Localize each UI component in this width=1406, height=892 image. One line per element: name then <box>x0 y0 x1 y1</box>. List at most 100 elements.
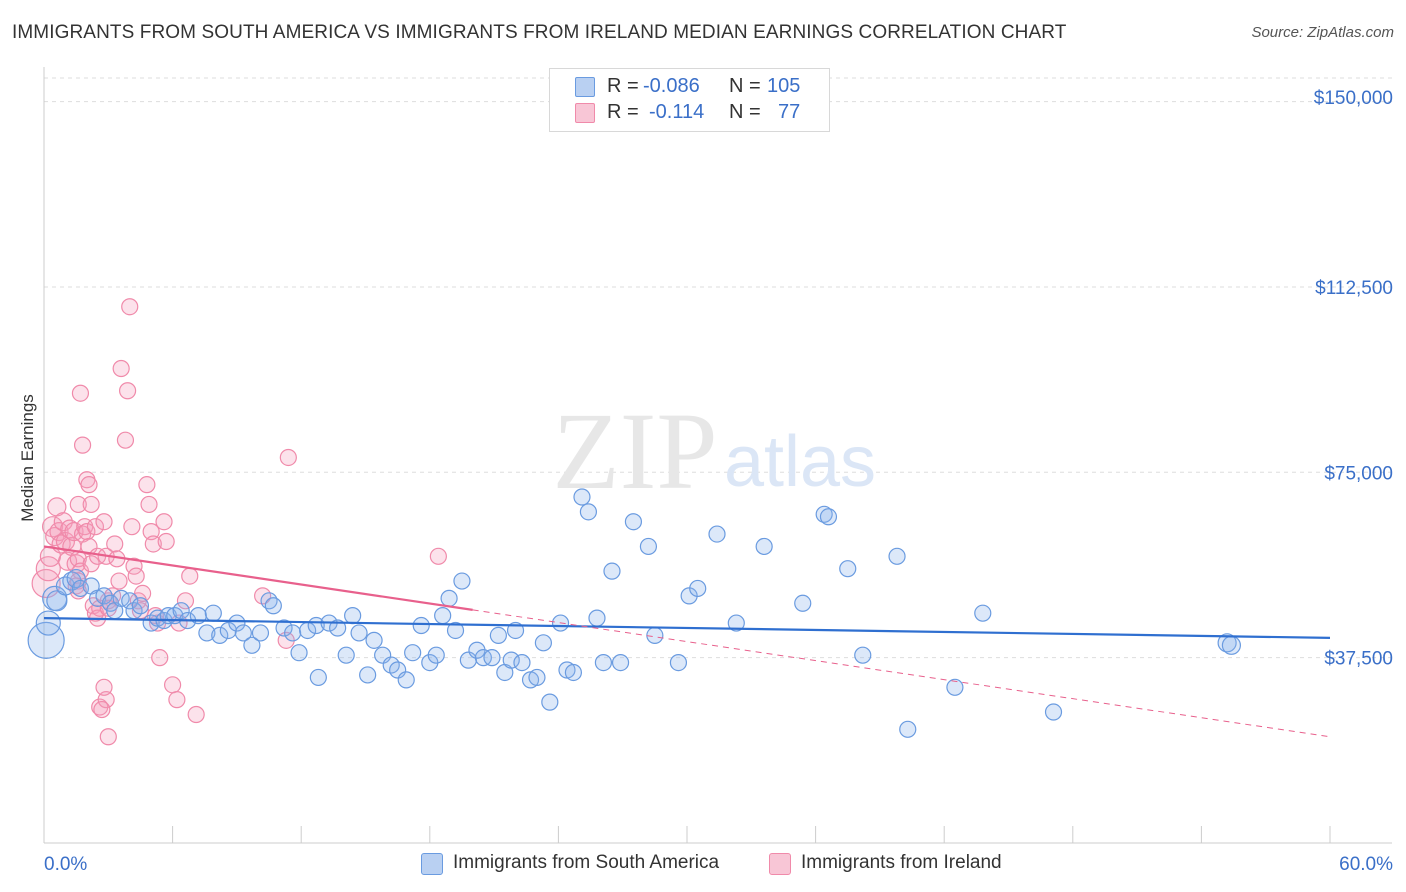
point-ireland <box>106 535 124 553</box>
y-tick-label: $37,500 <box>1324 649 1393 670</box>
point-south-america <box>350 624 368 642</box>
point-ireland <box>127 567 145 585</box>
point-south-america <box>35 610 61 636</box>
legend-n-label: N = <box>729 101 761 123</box>
source-label: Source: ZipAtlas.com <box>1251 24 1394 41</box>
trend-line-south-america <box>43 617 1331 639</box>
point-ireland <box>73 436 92 454</box>
point-south-america <box>446 621 465 640</box>
point-south-america <box>689 579 707 598</box>
point-ireland <box>181 567 199 585</box>
trend-lines <box>43 545 1331 738</box>
point-south-america <box>427 646 445 664</box>
legend-r-label: R = <box>607 75 639 97</box>
point-south-america <box>66 568 86 589</box>
point-ireland <box>69 495 87 514</box>
point-ireland <box>429 547 447 565</box>
point-south-america <box>839 560 857 578</box>
gridlines <box>44 77 1392 659</box>
point-ireland <box>279 448 297 467</box>
point-ireland <box>140 495 158 514</box>
legend-n-label: N = <box>729 75 761 97</box>
y-tick-label: $75,000 <box>1324 463 1393 484</box>
point-ireland <box>123 518 141 536</box>
legend-swatch-pink <box>575 103 595 123</box>
x-tick-label-min: 0.0% <box>44 854 87 875</box>
legend-n-value: 77 <box>778 101 801 123</box>
point-south-america <box>534 634 552 652</box>
legend-swatch-blue <box>575 77 595 97</box>
point-south-america <box>888 547 906 565</box>
point-south-america <box>669 653 688 672</box>
x-tick-labels: 0.0% 60.0% <box>44 854 1393 875</box>
y-tick-labels: $37,500 $75,000 $112,500 $150,000 <box>1314 88 1393 670</box>
point-south-america <box>564 663 583 682</box>
point-south-america <box>404 644 422 662</box>
series-south-america <box>27 488 1242 738</box>
point-ireland <box>116 431 135 449</box>
point-south-america <box>46 590 68 612</box>
legend-n-value: 105 <box>767 75 801 97</box>
point-south-america <box>251 624 270 642</box>
point-south-america <box>1221 635 1242 655</box>
legend-r-value: -0.114 <box>649 101 705 123</box>
y-tick-label: $112,500 <box>1315 278 1393 299</box>
point-ireland <box>121 298 139 316</box>
legend-r-value: -0.086 <box>643 75 700 97</box>
point-south-america <box>819 508 838 526</box>
point-south-america <box>974 604 992 622</box>
watermark-atlas: atlas <box>724 422 876 502</box>
legend-r-label: R = <box>607 101 639 123</box>
point-south-america <box>329 619 347 637</box>
trend-line-ireland <box>43 545 473 611</box>
trend-line-ireland-extension <box>472 609 1331 738</box>
point-south-america <box>440 589 458 607</box>
point-ireland <box>155 513 173 531</box>
point-south-america <box>611 653 630 672</box>
point-south-america <box>854 646 872 664</box>
point-south-america <box>27 621 65 659</box>
point-south-america <box>513 653 531 672</box>
point-south-america <box>502 651 520 669</box>
bottom-legend-label: Immigrants from South America <box>453 852 720 873</box>
point-south-america <box>541 693 559 711</box>
point-ireland <box>110 572 128 590</box>
y-tick-label-top: $150,000 <box>1314 88 1393 109</box>
point-south-america <box>365 631 383 649</box>
point-ireland <box>118 382 137 400</box>
point-south-america <box>131 597 150 615</box>
point-ireland <box>95 513 113 531</box>
point-south-america <box>198 624 216 642</box>
point-south-america <box>946 678 964 696</box>
point-south-america <box>359 666 377 684</box>
point-ireland <box>93 700 111 719</box>
series-ireland <box>31 298 447 746</box>
point-ireland <box>99 728 117 746</box>
point-ireland <box>144 535 162 553</box>
point-south-america <box>234 624 252 642</box>
point-ireland <box>168 691 186 709</box>
point-south-america <box>579 503 598 521</box>
point-south-america <box>528 668 546 687</box>
watermark: ZIP atlas <box>553 390 877 512</box>
point-south-america <box>483 649 501 667</box>
point-ireland <box>138 476 156 494</box>
point-south-america <box>228 614 246 632</box>
point-south-america <box>794 594 812 612</box>
point-south-america <box>708 525 726 543</box>
point-ireland <box>80 476 98 494</box>
point-ireland <box>164 676 182 694</box>
point-south-america <box>727 614 745 632</box>
point-south-america <box>243 636 261 654</box>
point-south-america <box>639 537 658 556</box>
point-south-america <box>284 624 302 642</box>
point-ireland <box>71 384 90 402</box>
point-south-america <box>624 513 643 531</box>
point-south-america <box>264 597 282 615</box>
point-ireland <box>86 518 105 536</box>
point-south-america <box>344 607 362 625</box>
x-tick-label-max: 60.0% <box>1339 854 1393 875</box>
point-south-america <box>275 619 293 637</box>
bottom-legend-label: Immigrants from Ireland <box>801 852 1002 873</box>
